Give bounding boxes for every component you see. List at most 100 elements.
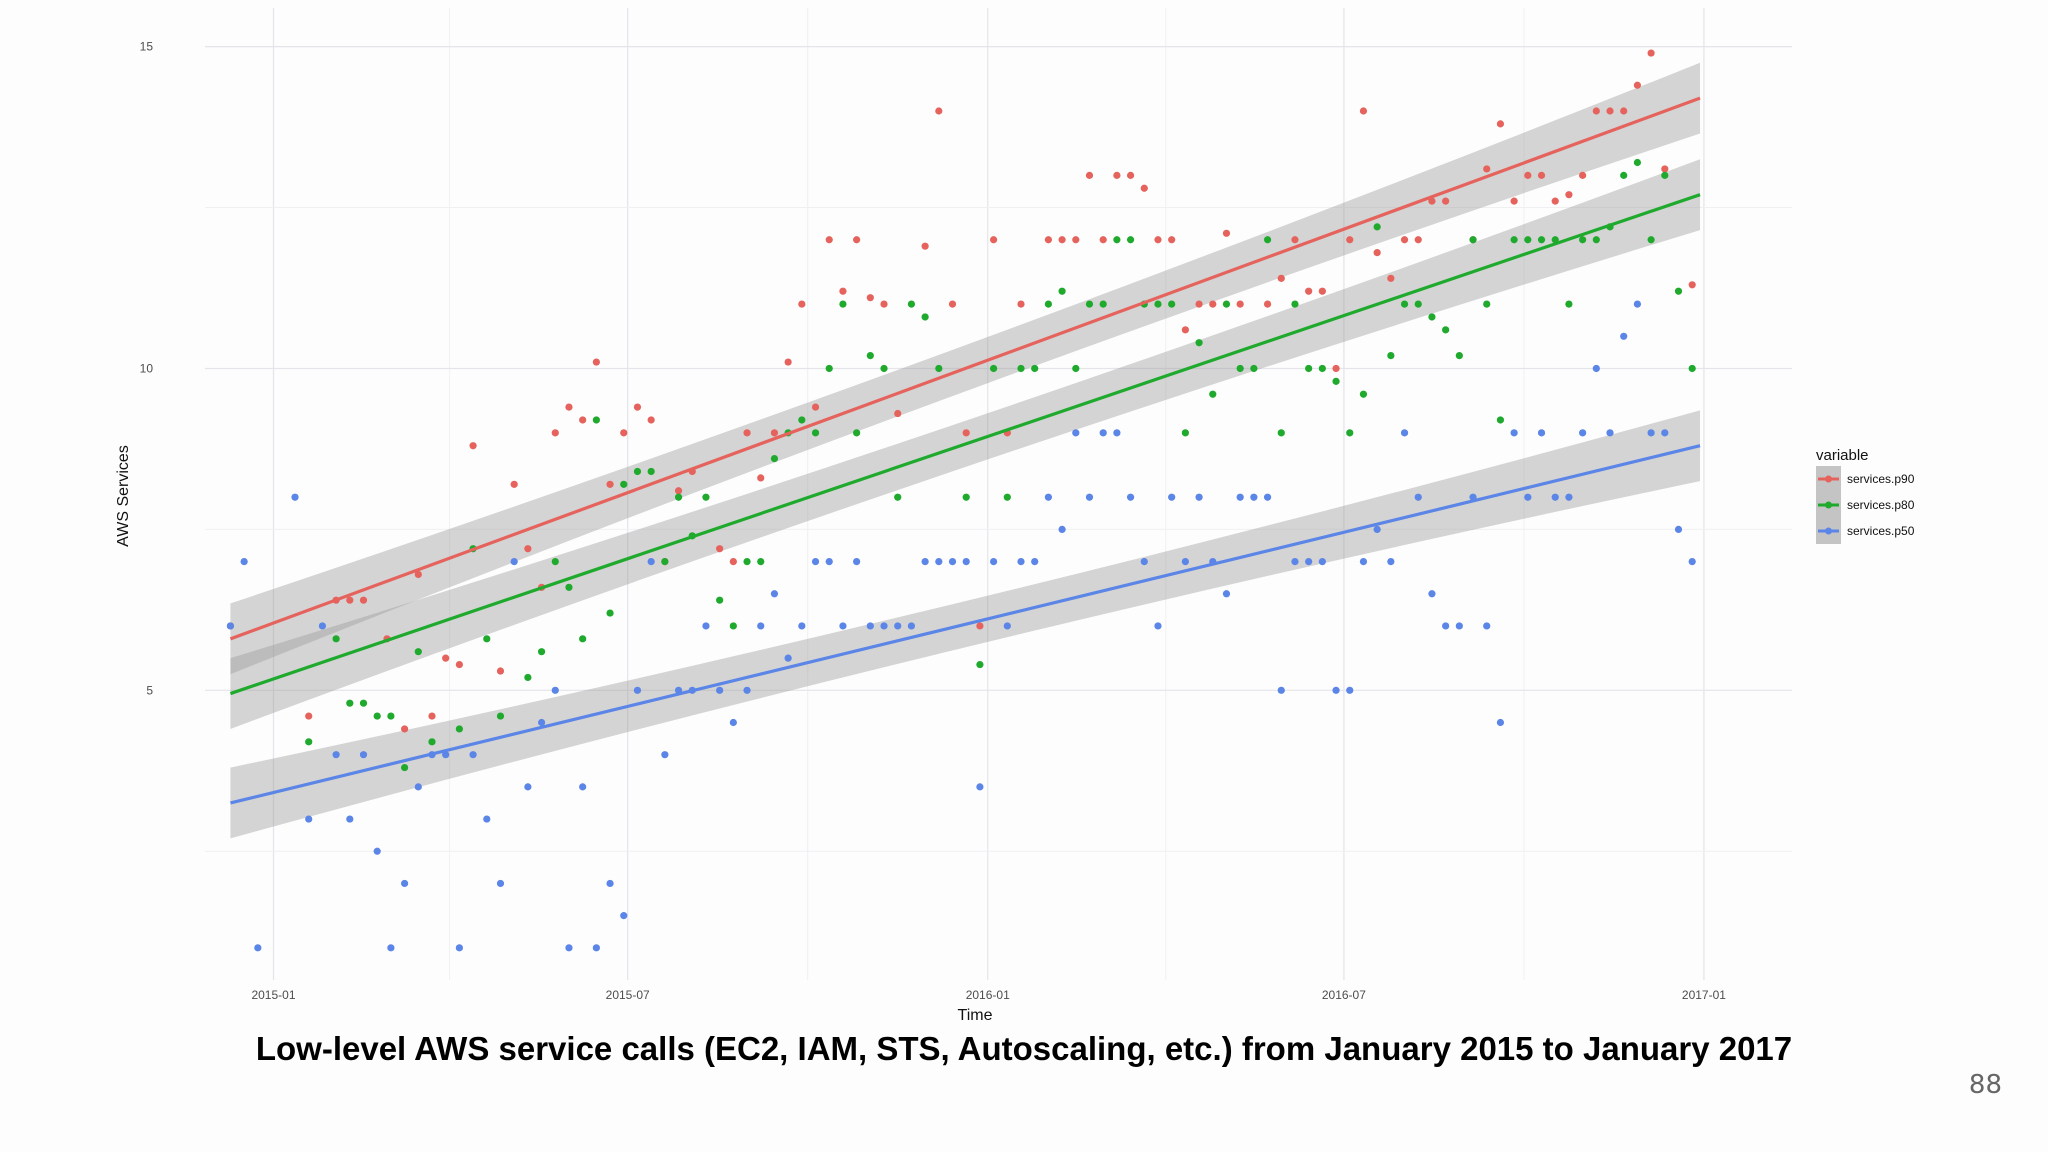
data-point-p50	[1099, 429, 1107, 437]
data-point-p50	[1140, 557, 1148, 566]
data-point-p90	[921, 242, 929, 250]
data-point-p50	[606, 879, 614, 888]
data-point-p90	[1688, 281, 1696, 289]
data-point-p80	[1058, 287, 1066, 295]
data-point-p50	[1250, 493, 1258, 501]
legend-item-p80: services.p80	[1818, 498, 1915, 512]
data-point-p80	[1537, 236, 1546, 244]
data-point-p50	[798, 622, 806, 630]
data-point-p90	[346, 596, 354, 604]
data-point-p80	[1209, 390, 1217, 398]
data-point-p80	[1168, 300, 1176, 308]
data-point-p80	[976, 660, 984, 669]
data-point-p80	[524, 673, 532, 682]
data-point-p50	[254, 944, 262, 952]
data-point-p50	[483, 815, 491, 823]
data-point-p50	[743, 686, 751, 694]
data-point-p90	[1236, 300, 1244, 308]
x-tick-label: 2016-01	[966, 988, 1010, 1002]
data-point-p80	[1455, 352, 1463, 360]
data-point-p90	[633, 403, 642, 411]
data-point-p90	[359, 596, 368, 604]
data-point-p80	[414, 648, 422, 656]
data-point-p80	[1195, 339, 1203, 347]
data-point-p50	[1154, 622, 1162, 630]
data-point-p80	[565, 583, 573, 591]
data-point-p80	[1236, 364, 1244, 373]
legend-item-p50: services.p50	[1818, 524, 1915, 538]
data-point-p50	[579, 783, 587, 791]
data-point-p50	[1305, 557, 1313, 566]
y-tick-label: 5	[146, 683, 153, 697]
data-point-p90	[1359, 107, 1368, 115]
data-point-p50	[839, 622, 847, 630]
data-point-p80	[400, 763, 409, 772]
data-point-p50	[1496, 718, 1505, 727]
data-point-p50	[1031, 557, 1039, 566]
data-point-p90	[1483, 165, 1491, 173]
legend-label-p90: services.p90	[1847, 472, 1915, 486]
data-point-p50	[1359, 557, 1368, 566]
data-point-p90	[853, 236, 861, 244]
trend-line-p80	[229, 193, 1701, 696]
data-point-p80	[729, 622, 737, 630]
legend: variable services.p90 services.p80 servi…	[1816, 447, 1915, 544]
data-point-p90	[1551, 197, 1559, 205]
x-tick-label: 2017-01	[1682, 988, 1726, 1002]
data-point-p90	[1524, 171, 1532, 179]
data-point-p50	[359, 751, 368, 759]
data-point-p80	[1072, 364, 1080, 373]
data-point-p80	[1263, 236, 1272, 244]
data-point-p80	[702, 493, 710, 501]
page-number: 88	[1968, 1070, 2002, 1100]
data-point-p80	[880, 364, 888, 373]
data-point-p50	[373, 847, 381, 855]
data-point-p50	[1195, 493, 1203, 501]
data-point-p50	[496, 879, 505, 888]
data-point-p50	[770, 590, 779, 598]
data-point-p50	[1592, 364, 1600, 373]
data-point-p90	[510, 480, 518, 488]
data-point-p80	[428, 738, 436, 746]
data-point-p80	[1222, 300, 1231, 308]
data-point-p50	[853, 557, 861, 566]
data-point-p50	[716, 686, 724, 694]
data-point-p80	[579, 635, 587, 643]
data-point-p90	[1277, 274, 1285, 282]
data-point-p80	[853, 429, 861, 437]
x-axis-title: Time	[958, 1007, 993, 1024]
data-point-p80	[1113, 236, 1121, 244]
data-point-p80	[620, 480, 628, 488]
data-point-p50	[565, 944, 573, 952]
data-point-p80	[1181, 429, 1189, 437]
data-point-p50	[400, 879, 409, 888]
data-point-p90	[1044, 236, 1052, 244]
data-point-p80	[1688, 364, 1696, 373]
data-point-p90	[647, 416, 655, 424]
data-point-p80	[770, 454, 779, 463]
data-point-p90	[935, 107, 943, 115]
data-point-p50	[1688, 557, 1696, 566]
data-point-p90	[1209, 300, 1217, 308]
y-axis-title: AWS Services	[115, 445, 132, 547]
data-point-p80	[1524, 236, 1532, 244]
legend-dot-p80	[1825, 501, 1832, 509]
data-point-p80	[1483, 300, 1491, 308]
data-point-p80	[757, 557, 765, 566]
data-point-p90	[1428, 197, 1436, 205]
data-point-p80	[592, 416, 600, 424]
data-point-p90	[496, 667, 505, 675]
data-point-p90	[1263, 300, 1272, 308]
data-point-p80	[1565, 300, 1573, 308]
data-point-p80	[1154, 300, 1162, 308]
data-point-p50	[387, 944, 395, 952]
data-point-p90	[1496, 120, 1505, 128]
data-point-p80	[894, 493, 902, 501]
data-point-p50	[346, 815, 354, 823]
data-point-p50	[990, 557, 998, 566]
data-point-p90	[825, 236, 833, 244]
data-point-p50	[1017, 557, 1025, 566]
data-point-p80	[1250, 364, 1258, 373]
data-point-p90	[1017, 300, 1025, 308]
data-point-p90	[674, 487, 683, 495]
